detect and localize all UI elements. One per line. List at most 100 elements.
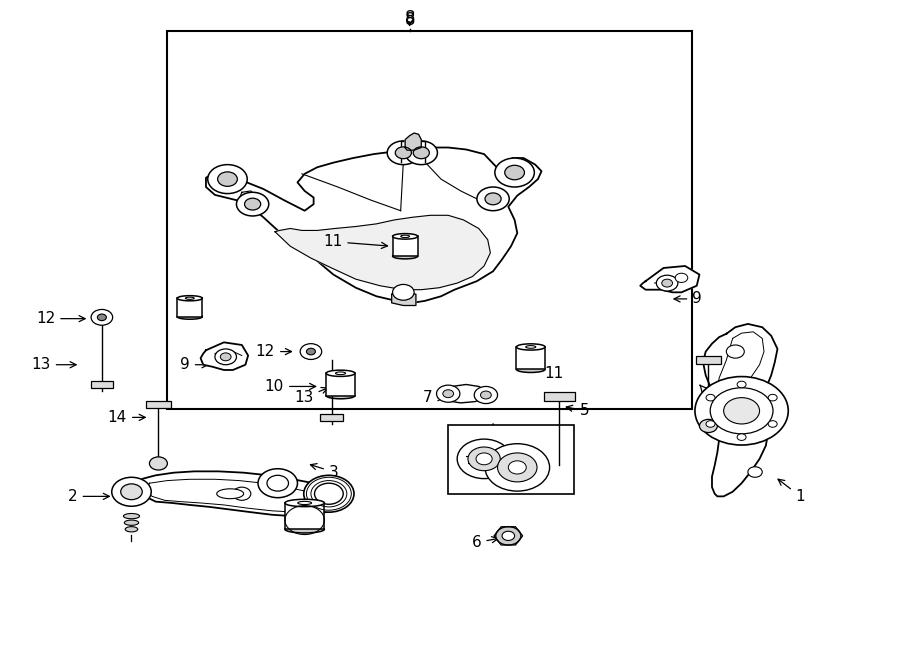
Ellipse shape: [336, 372, 346, 375]
Circle shape: [710, 388, 773, 434]
Ellipse shape: [400, 235, 410, 237]
Circle shape: [387, 141, 419, 165]
Text: 1: 1: [778, 479, 806, 504]
Circle shape: [468, 447, 500, 471]
Text: 5: 5: [566, 403, 590, 418]
Circle shape: [91, 309, 112, 325]
Circle shape: [496, 527, 521, 545]
Circle shape: [215, 349, 237, 365]
Circle shape: [769, 420, 778, 427]
Text: 7: 7: [422, 390, 444, 405]
Circle shape: [656, 275, 678, 291]
Circle shape: [121, 484, 142, 500]
Bar: [392, 237, 418, 256]
Text: 12: 12: [256, 344, 292, 359]
Text: 11: 11: [323, 234, 388, 249]
Text: 2: 2: [68, 489, 110, 504]
Circle shape: [706, 395, 715, 401]
Text: 3: 3: [310, 463, 338, 479]
Text: 8: 8: [404, 9, 415, 27]
Circle shape: [436, 385, 460, 403]
Circle shape: [314, 483, 343, 504]
Ellipse shape: [326, 370, 355, 376]
Ellipse shape: [124, 520, 139, 525]
Circle shape: [405, 141, 437, 165]
Bar: [544, 392, 574, 401]
Bar: [146, 401, 171, 408]
Bar: [91, 381, 113, 388]
Circle shape: [748, 467, 762, 477]
Circle shape: [477, 187, 509, 211]
Circle shape: [474, 387, 498, 404]
Circle shape: [508, 461, 526, 474]
Circle shape: [457, 439, 511, 479]
Text: 12: 12: [36, 311, 86, 326]
Circle shape: [495, 158, 535, 187]
Circle shape: [675, 273, 688, 282]
Circle shape: [149, 457, 167, 470]
Circle shape: [220, 353, 231, 361]
Ellipse shape: [177, 314, 202, 319]
Ellipse shape: [285, 525, 324, 533]
Circle shape: [695, 377, 788, 445]
Circle shape: [481, 391, 491, 399]
Circle shape: [485, 444, 550, 491]
Circle shape: [208, 165, 248, 194]
Circle shape: [476, 453, 492, 465]
Bar: [177, 298, 202, 317]
Polygon shape: [131, 471, 338, 516]
Ellipse shape: [123, 514, 140, 519]
Circle shape: [502, 531, 515, 541]
Text: 11: 11: [535, 362, 563, 381]
Ellipse shape: [326, 393, 355, 399]
Circle shape: [112, 477, 151, 506]
Text: 4: 4: [489, 424, 498, 445]
Circle shape: [769, 395, 778, 401]
Circle shape: [304, 475, 354, 512]
Bar: [285, 503, 324, 529]
Ellipse shape: [298, 502, 311, 504]
Bar: [517, 347, 545, 369]
Circle shape: [662, 279, 672, 287]
Bar: [326, 373, 355, 396]
Circle shape: [505, 165, 525, 180]
Polygon shape: [405, 133, 421, 150]
Text: 13: 13: [294, 387, 328, 405]
Polygon shape: [703, 324, 778, 496]
Text: 6: 6: [472, 535, 498, 550]
Circle shape: [218, 172, 238, 186]
Circle shape: [737, 381, 746, 388]
Ellipse shape: [185, 297, 194, 299]
Circle shape: [737, 434, 746, 440]
Polygon shape: [400, 141, 425, 162]
Ellipse shape: [392, 233, 418, 239]
Circle shape: [392, 284, 414, 300]
Ellipse shape: [217, 488, 244, 498]
Circle shape: [413, 147, 429, 159]
Polygon shape: [392, 291, 416, 305]
Text: 13: 13: [32, 357, 76, 372]
Circle shape: [706, 420, 715, 427]
Ellipse shape: [392, 253, 418, 259]
Circle shape: [395, 147, 411, 159]
Text: 9: 9: [674, 292, 702, 307]
Circle shape: [237, 192, 269, 216]
Polygon shape: [206, 147, 542, 303]
Ellipse shape: [177, 295, 202, 301]
Circle shape: [233, 487, 251, 500]
Ellipse shape: [285, 499, 324, 506]
Text: 14: 14: [108, 410, 145, 425]
Ellipse shape: [125, 527, 138, 532]
Text: 14: 14: [700, 385, 721, 405]
Circle shape: [267, 475, 289, 491]
Bar: [320, 414, 343, 420]
Ellipse shape: [517, 366, 545, 372]
Circle shape: [301, 344, 321, 360]
Polygon shape: [443, 385, 488, 403]
Circle shape: [443, 390, 454, 398]
Bar: [696, 356, 721, 364]
Text: 9: 9: [180, 357, 208, 372]
Polygon shape: [239, 191, 257, 204]
Polygon shape: [640, 266, 699, 292]
Text: 8: 8: [404, 11, 415, 29]
